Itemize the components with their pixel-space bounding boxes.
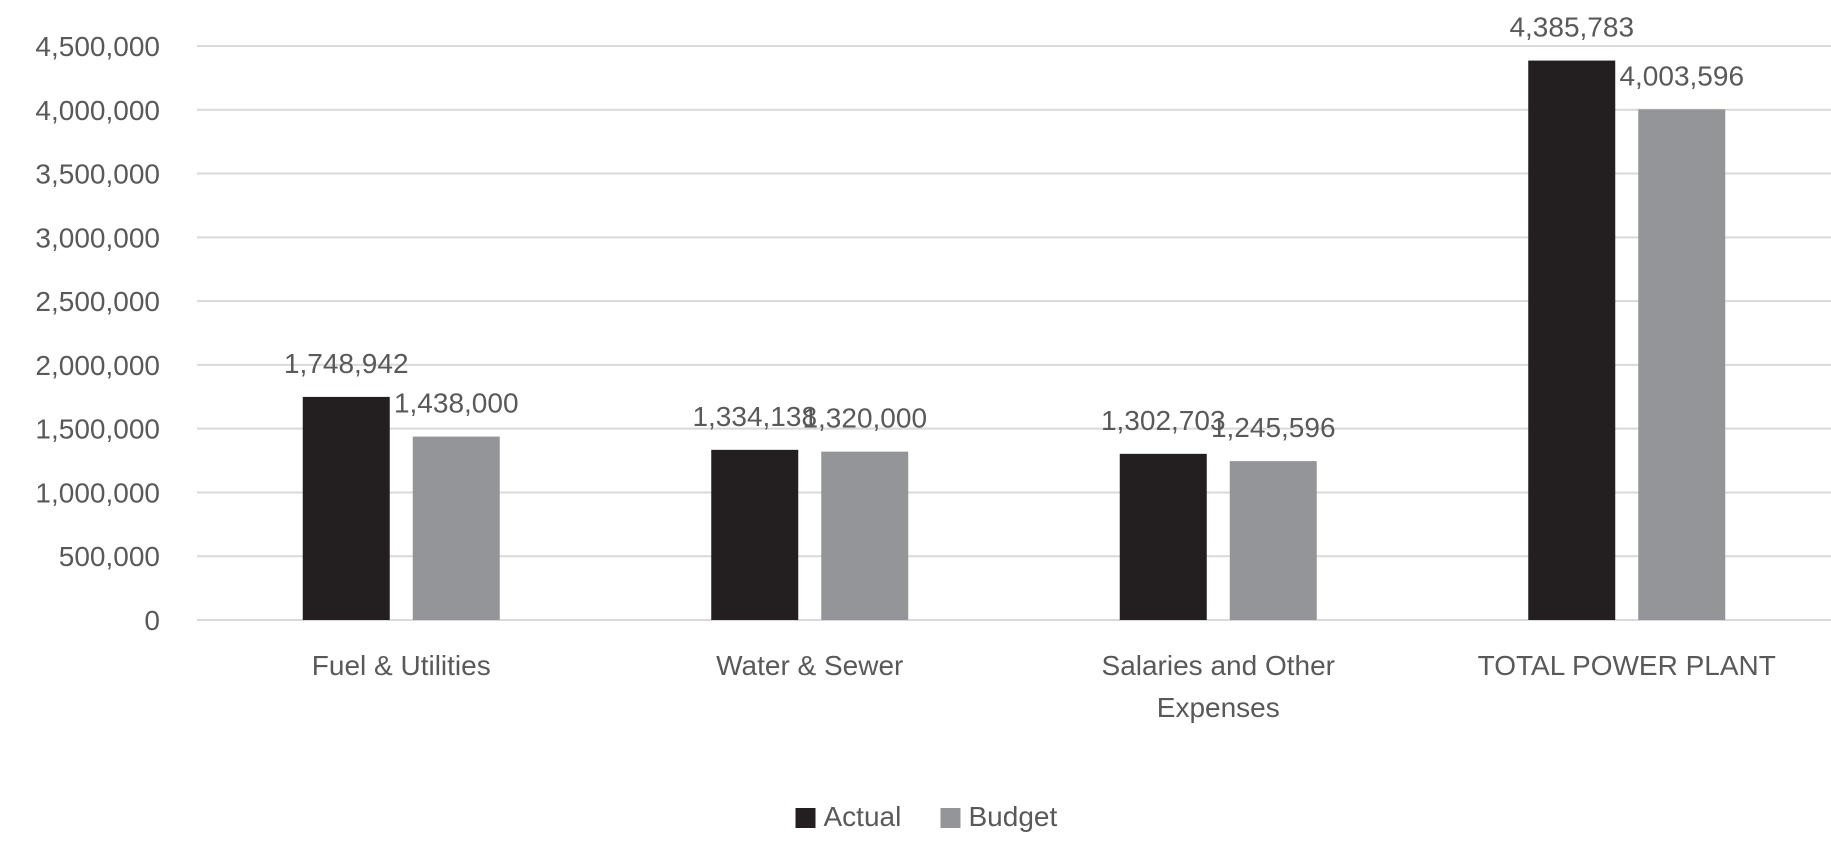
data-label: 1,748,942	[284, 348, 409, 379]
legend-label-budget: Budget	[969, 801, 1058, 832]
bars	[302, 60, 1726, 620]
data-label: 4,385,783	[1509, 12, 1634, 43]
bar-budget	[1229, 461, 1317, 620]
y-tick-label: 2,000,000	[35, 350, 160, 381]
y-tick-label: 1,500,000	[35, 414, 160, 445]
legend-label-actual: Actual	[824, 801, 902, 832]
bar-actual	[711, 449, 799, 620]
y-axis-tick-labels: 0 500,000 1,000,000 1,500,000 2,000,000 2,500…	[35, 31, 160, 636]
y-tick-label: 2,500,000	[35, 286, 160, 317]
data-label: 1,438,000	[394, 388, 519, 419]
y-tick-label: 1,000,000	[35, 477, 160, 508]
data-label: 1,245,596	[1211, 412, 1336, 443]
data-label: 4,003,596	[1619, 60, 1744, 91]
y-tick-label: 500,000	[59, 541, 160, 572]
bar-budget	[1638, 109, 1726, 620]
y-tick-label: 0	[144, 605, 160, 636]
bar-budget	[821, 451, 909, 620]
legend-swatch-actual	[795, 808, 816, 828]
y-tick-label: 3,000,000	[35, 222, 160, 253]
bar-budget	[412, 436, 500, 620]
y-tick-label: 4,500,000	[35, 31, 160, 62]
data-label: 1,302,703	[1101, 405, 1226, 436]
bar-actual	[1119, 453, 1207, 620]
legend-swatch-budget	[940, 808, 961, 828]
x-category-label: Fuel & Utilities	[312, 650, 491, 681]
x-category-label: Salaries and Other Expenses	[1102, 650, 1335, 723]
y-tick-label: 4,000,000	[35, 95, 160, 126]
x-category-label: Water & Sewer	[716, 650, 903, 681]
data-label: 1,320,000	[802, 403, 927, 434]
bar-actual	[302, 396, 390, 620]
y-tick-label: 3,500,000	[35, 159, 160, 190]
legend: Actual Budget	[795, 801, 1058, 832]
category-labels: Fuel & Utilities Water & Sewer Salaries an…	[312, 650, 1776, 723]
x-category-label: TOTAL POWER PLANT	[1478, 650, 1776, 681]
data-label: 1,334,138	[692, 401, 817, 432]
bar-actual	[1528, 60, 1616, 620]
